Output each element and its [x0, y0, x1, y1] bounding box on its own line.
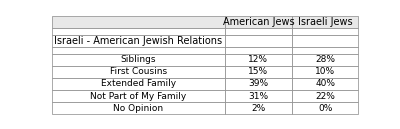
Bar — [292, 35, 358, 47]
Bar — [52, 16, 225, 28]
Bar — [52, 54, 225, 66]
Bar — [292, 47, 358, 54]
Bar — [52, 66, 225, 78]
Text: First Cousins: First Cousins — [110, 67, 167, 76]
Bar — [225, 66, 292, 78]
Text: 15%: 15% — [248, 67, 268, 76]
Text: 2%: 2% — [251, 104, 266, 113]
Bar — [292, 78, 358, 90]
Bar — [292, 28, 358, 35]
Bar — [225, 35, 292, 47]
Text: 10%: 10% — [315, 67, 335, 76]
Text: 39%: 39% — [248, 79, 268, 88]
Text: 12%: 12% — [248, 55, 268, 64]
Bar — [225, 47, 292, 54]
Bar — [225, 90, 292, 102]
Text: 22%: 22% — [315, 92, 335, 101]
Bar — [292, 54, 358, 66]
Bar — [225, 78, 292, 90]
Bar — [225, 54, 292, 66]
Text: American Jews: American Jews — [222, 17, 294, 27]
Text: Siblings: Siblings — [120, 55, 156, 64]
Text: 31%: 31% — [248, 92, 268, 101]
Bar — [225, 16, 292, 28]
Bar — [52, 47, 225, 54]
Text: Extended Family: Extended Family — [101, 79, 176, 88]
Text: 0%: 0% — [318, 104, 332, 113]
Bar — [225, 102, 292, 114]
Text: 28%: 28% — [315, 55, 335, 64]
Text: No Opinion: No Opinion — [113, 104, 163, 113]
Bar — [52, 35, 225, 47]
Text: Not Part of My Family: Not Part of My Family — [90, 92, 186, 101]
Bar — [292, 90, 358, 102]
Bar — [52, 78, 225, 90]
Bar — [52, 28, 225, 35]
Text: 40%: 40% — [315, 79, 335, 88]
Bar — [52, 90, 225, 102]
Text: Israeli Jews: Israeli Jews — [298, 17, 352, 27]
Bar — [292, 16, 358, 28]
Bar — [52, 102, 225, 114]
Text: Israeli - American Jewish Relations: Israeli - American Jewish Relations — [54, 36, 222, 46]
Bar — [292, 66, 358, 78]
Bar — [292, 102, 358, 114]
Bar — [225, 28, 292, 35]
